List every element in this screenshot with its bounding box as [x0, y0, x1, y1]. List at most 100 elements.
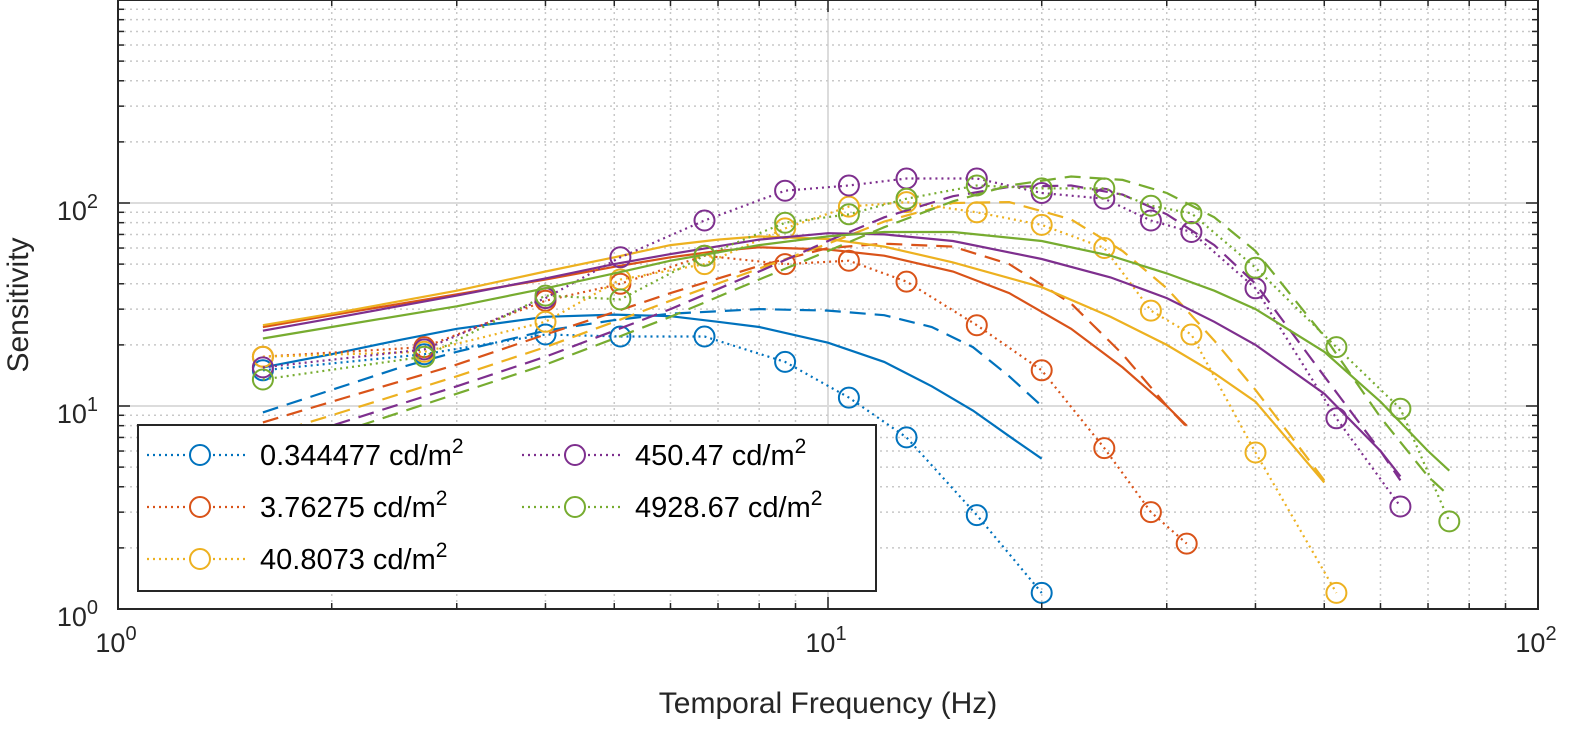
x-tick-label: 100 [95, 623, 136, 658]
measured-point [1325, 336, 1348, 359]
measured-point [1175, 532, 1198, 555]
measured-point [1030, 182, 1053, 204]
measured-dotted-line [262, 200, 1338, 594]
measured-point [1030, 359, 1053, 382]
legend-marker [564, 496, 586, 518]
measured-point [1325, 581, 1348, 604]
measured-point [895, 270, 918, 293]
legend: 0.344477 cd/m2 3.76275 cd/m2 40.8073 cd/m2… [137, 424, 877, 592]
measured-point [1139, 194, 1162, 217]
measured-point [609, 246, 632, 269]
measured-point [774, 350, 797, 373]
measured-point [1180, 221, 1203, 243]
legend-item: 0.344477 cd/m2 [147, 435, 464, 472]
measured-point [1030, 177, 1053, 200]
measured-point [837, 195, 860, 218]
measured-point [774, 217, 797, 240]
legend-marker [564, 444, 586, 466]
legend-item: 4928.67 cd/m2 [522, 487, 822, 524]
measured-dotted-line [262, 184, 1451, 522]
measured-point [965, 314, 988, 337]
legend-box [137, 424, 877, 592]
legend-label: 40.8073 cd/m2 [260, 539, 447, 576]
y-tick-label: 101 [57, 394, 98, 429]
measured-point [693, 209, 716, 232]
series-group [251, 167, 1412, 518]
measured-point [895, 426, 918, 449]
legend-marker [189, 444, 211, 466]
measured-point [1139, 501, 1162, 524]
measured-dotted-line [262, 254, 1188, 545]
measured-point [1180, 202, 1203, 225]
legend-label: 450.47 cd/m2 [635, 435, 806, 472]
measured-point [534, 284, 557, 307]
fit-dashed-line [262, 307, 1043, 414]
legend-item: 3.76275 cd/m2 [147, 487, 447, 524]
x-axis-label: Temporal Frequency (Hz) [659, 687, 997, 720]
fit-solid-line [262, 230, 1451, 472]
measured-point [1030, 581, 1053, 604]
measured-point [837, 203, 860, 226]
legend-item: 40.8073 cd/m2 [147, 539, 447, 576]
measured-point [609, 325, 632, 348]
legend-item: 450.47 cd/m2 [522, 435, 806, 472]
tick-labels: 100 101 102 100 101 102 [57, 191, 1557, 658]
measured-point [1438, 510, 1461, 533]
measured-point [413, 338, 436, 361]
measured-point [1093, 237, 1116, 259]
legend-marker [189, 548, 211, 570]
measured-point [1389, 495, 1412, 518]
series-group [251, 307, 1053, 604]
measured-point [1030, 213, 1053, 236]
series-group [251, 191, 1348, 604]
measured-point [1325, 407, 1348, 430]
measured-point [1139, 209, 1162, 232]
x-tick-label: 102 [1515, 623, 1556, 658]
measured-point [609, 288, 632, 311]
measured-point [837, 249, 860, 272]
legend-label: 0.344477 cd/m2 [260, 435, 464, 472]
fit-dashed-line [262, 200, 1326, 482]
measured-point [965, 504, 988, 527]
measured-point [1180, 323, 1203, 346]
measured-point [1093, 177, 1116, 200]
axis-ticks [117, 0, 1539, 610]
fit-dashed-line [262, 175, 1451, 497]
legend-label: 4928.67 cd/m2 [635, 487, 822, 524]
measured-dotted-line [262, 333, 1043, 594]
legend-label: 3.76275 cd/m2 [260, 487, 447, 524]
measured-point [1244, 256, 1267, 279]
y-tick-label: 100 [57, 597, 98, 632]
legend-marker [189, 496, 211, 518]
measured-point [774, 211, 797, 234]
measured-point [413, 345, 436, 368]
measured-point [534, 310, 557, 333]
measured-point [693, 244, 716, 267]
fit-dashed-line [262, 184, 1402, 482]
measured-point [965, 167, 988, 190]
measured-point [1389, 397, 1412, 420]
measured-point [1139, 299, 1162, 322]
measured-point [837, 386, 860, 409]
series-group [251, 174, 1461, 533]
fit-solid-line [262, 235, 1326, 484]
measured-dotted-line [262, 177, 1402, 508]
measured-point [837, 174, 860, 197]
measured-point [965, 201, 988, 224]
y-axis-label: Sensitivity [2, 237, 35, 372]
measured-point [774, 179, 797, 202]
measured-point [251, 356, 274, 379]
series-layer [251, 167, 1461, 604]
measured-point [895, 187, 918, 210]
measured-point [1093, 187, 1116, 210]
measured-point [693, 325, 716, 348]
x-tick-label: 101 [805, 623, 846, 658]
measured-point [534, 323, 557, 346]
measured-point [251, 368, 274, 391]
measured-point [965, 174, 988, 197]
measured-point [1093, 437, 1116, 460]
fit-solid-line [262, 232, 1402, 478]
measured-point [1244, 441, 1267, 464]
fit-dashed-line [262, 242, 1188, 428]
